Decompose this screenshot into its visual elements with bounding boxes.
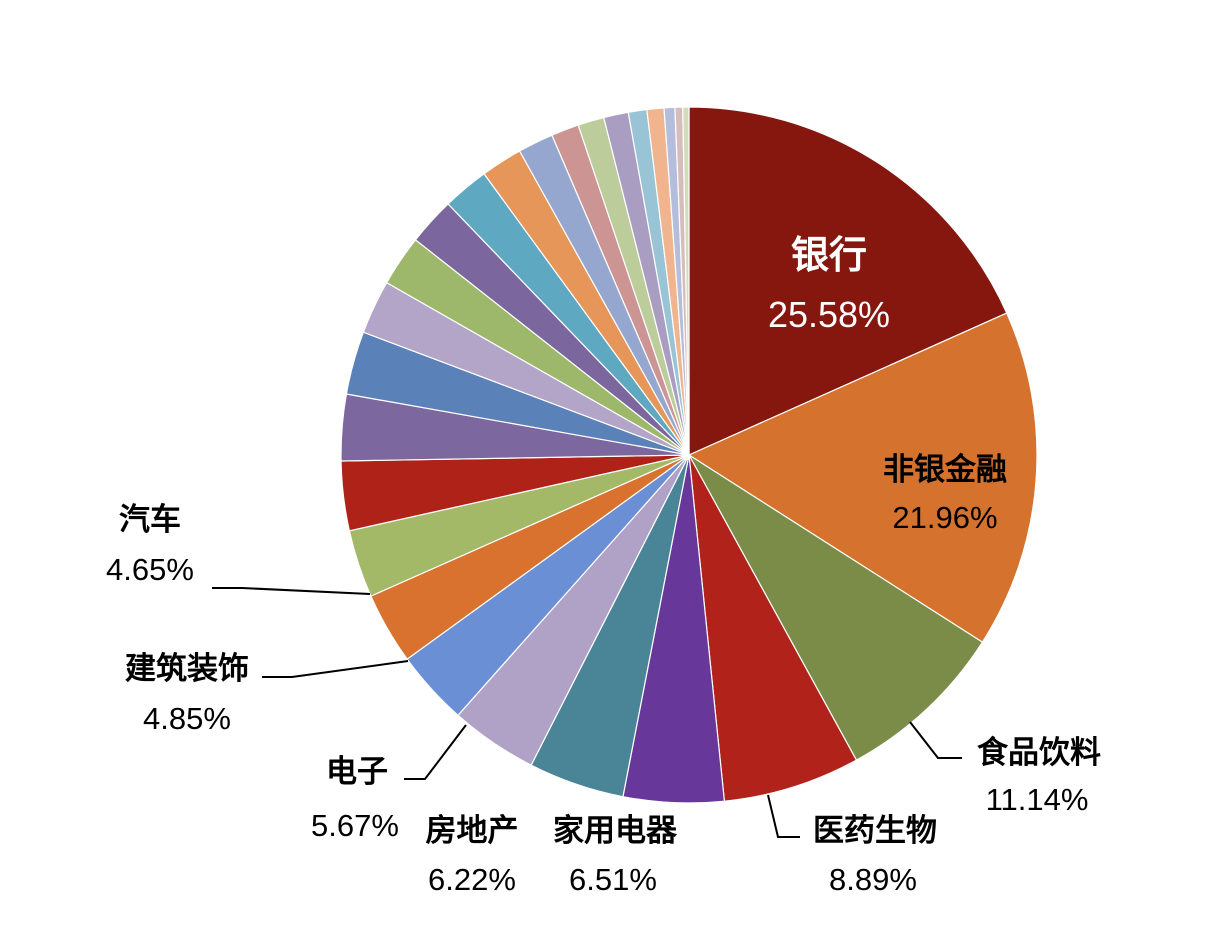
leader-line-dianzi <box>404 724 467 780</box>
slice-value-jiayongdianqi: 6.51% <box>569 862 657 897</box>
slice-value-shipinyinliao: 11.14% <box>986 782 1089 817</box>
pie-slice-0 <box>688 106 1008 456</box>
data-labels: 银行 25.58% 非银金融 21.96% 食品饮料 11.14% 医药生物 8… <box>106 232 1101 897</box>
slice-label-qiche: 汽车 <box>119 502 181 538</box>
slice-label-jiayongdianqi: 家用电器 <box>553 813 678 849</box>
slice-value-qiche: 4.65% <box>106 552 194 587</box>
leader-line-yiyaoshengwu <box>767 794 800 838</box>
slice-value-dianzi: 5.67% <box>311 808 399 843</box>
slice-label-yiyaoshengwu: 医药生物 <box>813 813 937 849</box>
leader-lines <box>212 587 962 838</box>
slice-label-fangdichan: 房地产 <box>426 813 519 849</box>
pie-slices <box>340 106 1038 804</box>
pie-slice-1 <box>687 312 1038 643</box>
slice-label-dianzi: 电子 <box>326 754 388 790</box>
leader-line-qiche <box>212 587 371 595</box>
slice-label-shipinyinliao: 食品饮料 <box>977 735 1101 771</box>
slice-label-yinhang: 银行 <box>791 232 867 277</box>
leader-line-jianzhuzhuangshi <box>262 660 409 678</box>
pie-slice-3 <box>688 454 858 802</box>
slice-value-fangdichan: 6.22% <box>428 862 516 897</box>
pie-slice-26 <box>682 106 690 456</box>
leader-line-shipinyinliao <box>909 721 962 759</box>
slice-value-feiyinjinrong: 21.96% <box>892 500 997 535</box>
slice-value-yinhang: 25.58% <box>768 294 890 335</box>
pie-slice-2 <box>688 454 984 761</box>
slice-value-yiyaoshengwu: 8.89% <box>829 862 917 897</box>
slice-label-jianzhuzhuangshi: 建筑装饰 <box>125 651 249 687</box>
slice-label-feiyinjinrong: 非银金融 <box>883 452 1007 488</box>
slice-value-jianzhuzhuangshi: 4.85% <box>143 701 231 736</box>
